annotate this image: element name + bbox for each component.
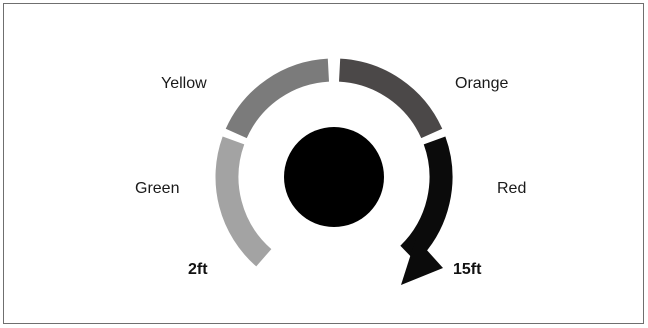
gauge-hub: [284, 127, 384, 227]
arc-segment-green: [215, 136, 272, 267]
arc-segment-red: [400, 136, 453, 263]
segment-label-orange: Orange: [455, 75, 508, 92]
start-distance-label: 2ft: [188, 261, 208, 278]
segment-label-green: Green: [135, 180, 179, 197]
arc-segment-orange: [338, 58, 443, 139]
end-distance-label: 15ft: [453, 261, 482, 278]
arc-segment-yellow: [225, 58, 330, 139]
segment-label-red: Red: [497, 180, 526, 197]
segment-label-yellow: Yellow: [161, 75, 207, 92]
arrow-head-icon: [401, 238, 443, 285]
